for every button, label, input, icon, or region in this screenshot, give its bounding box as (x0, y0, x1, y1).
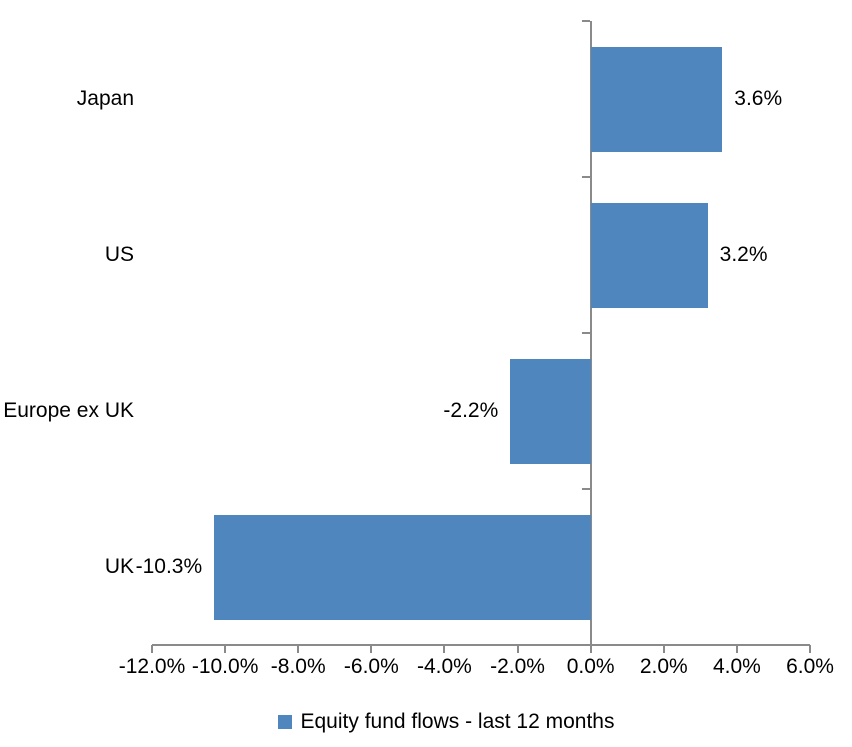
category-label: Europe ex UK (3, 399, 134, 422)
x-axis-tick (224, 645, 227, 653)
legend-series-label: Equity fund flows - last 12 months (300, 710, 615, 733)
legend-color-swatch-icon (277, 715, 292, 729)
x-axis-tick (809, 645, 811, 653)
data-label: 3.2% (719, 243, 768, 266)
x-axis-tick-label: 6.0% (786, 655, 834, 678)
x-axis-tick (735, 645, 738, 653)
x-axis-tick-label: -2.0% (490, 655, 545, 678)
category-axis-tick (581, 332, 590, 334)
category-label: Japan (76, 87, 134, 110)
category-label: UK (104, 555, 134, 578)
data-label: -2.2% (443, 399, 499, 422)
x-axis-tick-label: 4.0% (712, 655, 761, 678)
x-axis-tick (370, 645, 373, 653)
category-label: US (104, 243, 134, 266)
x-axis-tick (516, 645, 519, 653)
x-axis-tick-label: -12.0% (118, 655, 186, 678)
x-axis-tick (151, 645, 153, 653)
x-axis-tick (297, 645, 300, 653)
bar-uk (214, 514, 591, 620)
x-axis-tick-label: 2.0% (639, 655, 688, 678)
legend: Equity fund flows - last 12 months (0, 709, 852, 735)
x-axis-tick-label: -4.0% (417, 655, 472, 678)
x-axis-tick-label: -8.0% (270, 655, 326, 678)
x-axis-tick (443, 645, 446, 653)
bar-japan (590, 46, 723, 152)
x-axis-tick (662, 645, 665, 653)
category-axis-tick (581, 176, 590, 178)
category-axis-tick (581, 20, 590, 22)
data-label: 3.6% (734, 87, 783, 110)
category-axis-tick (581, 488, 590, 490)
bar-europe-ex-uk (510, 358, 591, 464)
x-axis-tick (589, 645, 592, 653)
value-axis-line (152, 644, 810, 646)
category-axis-line (589, 21, 592, 653)
data-label: -10.3% (135, 555, 203, 578)
x-axis-tick-label: -10.0% (191, 655, 259, 678)
bar-us (590, 202, 708, 308)
x-axis-tick-label: -6.0% (343, 655, 399, 678)
x-axis-tick-label: 0.0% (566, 655, 615, 678)
